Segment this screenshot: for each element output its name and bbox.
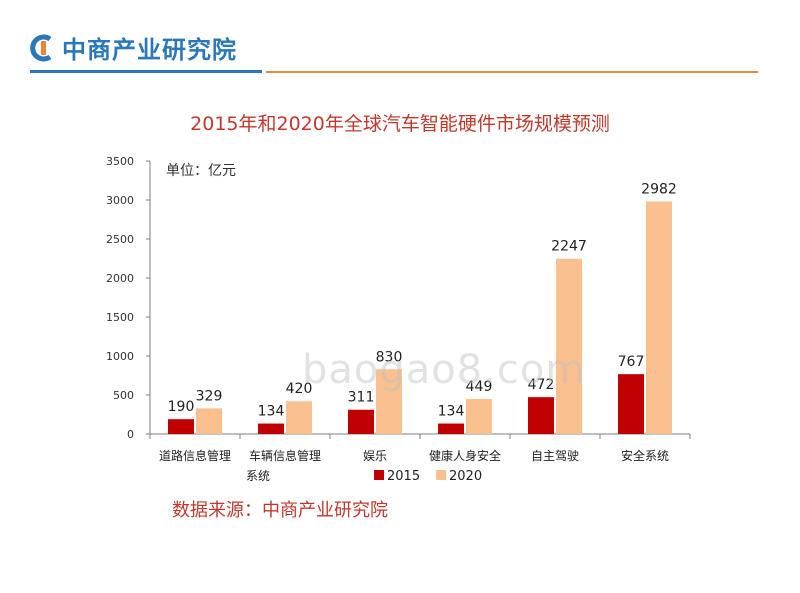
y-tick-label: 3000	[106, 194, 134, 207]
x-axis-label: 道路信息管理	[159, 448, 231, 463]
x-axis-label: 健康人身安全	[429, 448, 501, 463]
bar-2015	[528, 397, 554, 434]
header-rule-orange	[266, 71, 758, 73]
bar-2020	[556, 258, 582, 434]
bar-2015	[348, 409, 374, 434]
bar-2015	[258, 423, 284, 434]
bar-2020	[196, 408, 222, 434]
source-note: 数据来源：中商产业研究院	[172, 500, 388, 521]
unit-label: 单位：亿元	[166, 163, 236, 179]
legend-label-2015: 2015	[387, 469, 420, 484]
y-tick-label: 2500	[106, 233, 134, 246]
legend-swatch-2015	[374, 470, 384, 480]
axes: 0 500 1000 1500 2000 2500 3000 3500	[106, 155, 691, 441]
y-tick-label: 1000	[106, 350, 134, 363]
bar-2020	[286, 401, 312, 434]
header-rule-blue	[30, 70, 262, 73]
data-label-2020: 830	[376, 349, 403, 365]
data-label-2015: 134	[258, 404, 285, 420]
data-label-2015: 190	[168, 399, 195, 415]
bar-2015	[618, 374, 644, 434]
bar-2020	[646, 201, 672, 434]
header: 中商产业研究院	[0, 0, 800, 80]
legend: 2015 2020	[374, 469, 482, 484]
legend-swatch-2020	[436, 470, 446, 480]
x-axis-label: 车辆信息管理	[249, 448, 321, 463]
data-label-2015: 767	[618, 354, 645, 370]
logo-text: 中商产业研究院	[62, 36, 237, 64]
y-tick-label: 2000	[106, 272, 134, 285]
bar-2015	[168, 419, 194, 434]
data-label-2020: 2247	[551, 239, 587, 255]
data-label-2020: 449	[466, 379, 493, 395]
y-tick-label: 500	[113, 389, 134, 402]
bar-2020	[376, 369, 402, 434]
legend-label-2020: 2020	[449, 469, 482, 484]
bar-2020	[466, 398, 492, 434]
data-label-2015: 311	[348, 390, 375, 406]
y-tick-label: 3500	[106, 155, 134, 168]
data-label-2020: 420	[286, 381, 313, 397]
y-tick-label: 1500	[106, 311, 134, 324]
logo-mark-icon	[30, 34, 52, 61]
data-label-2015: 134	[438, 404, 465, 420]
chart-title: 2015年和2020年全球汽车智能硬件市场规模预测	[190, 113, 610, 135]
x-axis-label: 自主驾驶	[531, 448, 579, 463]
x-axis-label: 安全系统	[621, 448, 669, 463]
data-label-2020: 329	[196, 388, 223, 404]
bars	[168, 201, 672, 434]
logo: 中商产业研究院	[28, 30, 237, 65]
x-axis-label: 系统	[246, 469, 270, 483]
bar-2015	[438, 423, 464, 434]
data-label-2015: 472	[528, 377, 555, 393]
x-axis-label: 娱乐	[363, 449, 387, 463]
data-label-2020: 2982	[641, 181, 677, 197]
y-tick-label: 0	[127, 428, 134, 441]
